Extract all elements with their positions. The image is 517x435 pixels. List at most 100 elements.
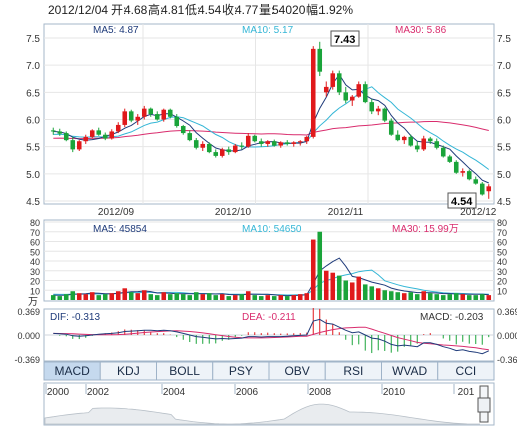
- volume-bar: [232, 295, 238, 300]
- volume-y-tick-right: 30: [497, 267, 507, 277]
- timeline-history-area: [44, 403, 480, 425]
- volume-bar: [356, 276, 362, 300]
- candle-body: [128, 111, 134, 121]
- macd-y-tick-right: 0.369: [497, 307, 517, 317]
- volume-bar: [323, 270, 329, 300]
- price-y-tick-left: 5.5: [26, 143, 40, 154]
- price-y-tick-left: 4.5: [26, 197, 40, 208]
- tab-label: OBV: [284, 364, 309, 378]
- volume-y-tick-left: 80: [30, 218, 40, 228]
- volume-bar: [473, 295, 479, 300]
- candle-body: [206, 143, 212, 153]
- volume-bar: [174, 293, 180, 300]
- candle-body: [343, 92, 349, 101]
- price-y-tick-right: 5.0: [497, 170, 511, 181]
- volume-y-tick-left: 60: [30, 238, 40, 248]
- timeline-year: 2002: [87, 387, 110, 398]
- volume-bar: [193, 292, 199, 300]
- price-x-tick: 2012/10: [215, 207, 252, 218]
- price-y-tick-left: 6.0: [26, 116, 40, 127]
- volume-bar: [265, 295, 271, 300]
- candle-body: [330, 73, 336, 87]
- volume-y-tick-left: 70: [30, 228, 40, 238]
- candle-body: [167, 109, 173, 117]
- candle-body: [427, 138, 433, 142]
- price-ma5-label: MA5: 4.87: [93, 25, 139, 36]
- volume-bar: [154, 295, 160, 300]
- volume-bar: [63, 294, 69, 300]
- macd-y-tick-left: 0.000: [17, 331, 40, 341]
- volume-bar: [57, 296, 63, 300]
- candle-body: [291, 142, 297, 144]
- volume-bar: [102, 294, 108, 300]
- volume-y-tick-left: 20: [30, 277, 40, 287]
- volume-y-tick-right: 40: [497, 257, 507, 267]
- volume-y-tick-right: 10: [497, 286, 507, 296]
- candle-body: [395, 134, 401, 141]
- tab-macd[interactable]: MACD: [43, 361, 101, 381]
- candle-body: [161, 109, 167, 120]
- price-y-axis-right: 7.5 7.0 6.5 6.0 5.5 5.0 4.5: [497, 34, 511, 208]
- header-low-value: 4.54: [198, 3, 222, 17]
- candle-body: [76, 141, 82, 150]
- candle-body: [245, 135, 251, 147]
- macd-y-axis-right: 0.369 0.000 -0.369: [497, 307, 517, 365]
- volume-bar: [395, 292, 401, 300]
- volume-bar: [252, 295, 258, 300]
- candle-body: [284, 142, 290, 144]
- candle-body: [349, 96, 355, 101]
- volume-bar: [330, 272, 336, 300]
- candle-body: [57, 131, 63, 134]
- candle-body: [265, 141, 271, 144]
- tab-rsi[interactable]: RSI: [324, 361, 382, 381]
- volume-bar: [148, 294, 154, 300]
- tab-psy[interactable]: PSY: [212, 361, 270, 381]
- candle-body: [323, 86, 329, 93]
- price-panel-frame: [43, 23, 495, 205]
- tab-cci[interactable]: CCI: [437, 361, 495, 381]
- volume-bar: [408, 292, 414, 300]
- candle-body: [226, 149, 232, 153]
- ma5-line: [53, 73, 489, 184]
- candle-body: [421, 138, 427, 150]
- volume-bar: [460, 294, 466, 300]
- tab-wvad[interactable]: WVAD: [381, 361, 439, 381]
- price-ma30-label: MA30: 5.86: [395, 25, 447, 36]
- price-y-tick-left: 7.0: [26, 61, 40, 72]
- candle-body: [304, 136, 310, 142]
- volume-y-tick-left: 10: [30, 286, 40, 296]
- candle-body: [187, 133, 193, 141]
- volume-y-tick-right: 70: [497, 228, 507, 238]
- tab-obv[interactable]: OBV: [268, 361, 326, 381]
- volume-ma30-label: MA30: 15.99万: [392, 224, 459, 235]
- candle-body: [148, 108, 154, 115]
- volume-bar: [83, 294, 89, 300]
- candle-body: [252, 135, 258, 142]
- price-grid: [44, 24, 494, 204]
- candle-body: [310, 48, 316, 137]
- price-y-tick-right: 5.5: [497, 143, 511, 154]
- candle-body: [414, 145, 420, 150]
- candle-body: [89, 130, 95, 137]
- candle-body: [174, 116, 180, 127]
- volume-bars: [50, 231, 492, 300]
- candle-body: [200, 143, 206, 148]
- tab-kdj[interactable]: KDJ: [99, 361, 157, 381]
- volume-bar: [486, 295, 492, 300]
- tab-label: PSY: [229, 364, 253, 378]
- tab-boll[interactable]: BOLL: [156, 361, 214, 381]
- volume-y-tick-right: 60: [497, 238, 507, 248]
- volume-bar: [89, 292, 95, 300]
- volume-bar: [427, 293, 433, 300]
- price-y-tick-right: 6.5: [497, 88, 511, 99]
- timeline-scroll-handle[interactable]: [477, 385, 491, 423]
- volume-bar: [141, 290, 147, 300]
- candle-body: [473, 179, 479, 184]
- volume-bar: [245, 291, 251, 300]
- volume-bar: [284, 296, 290, 300]
- min-callout-value: 4.54: [451, 196, 473, 208]
- macd-y-tick-right: 0.000: [497, 331, 517, 341]
- tab-label: CCI: [456, 364, 477, 378]
- candlesticks: [50, 41, 492, 199]
